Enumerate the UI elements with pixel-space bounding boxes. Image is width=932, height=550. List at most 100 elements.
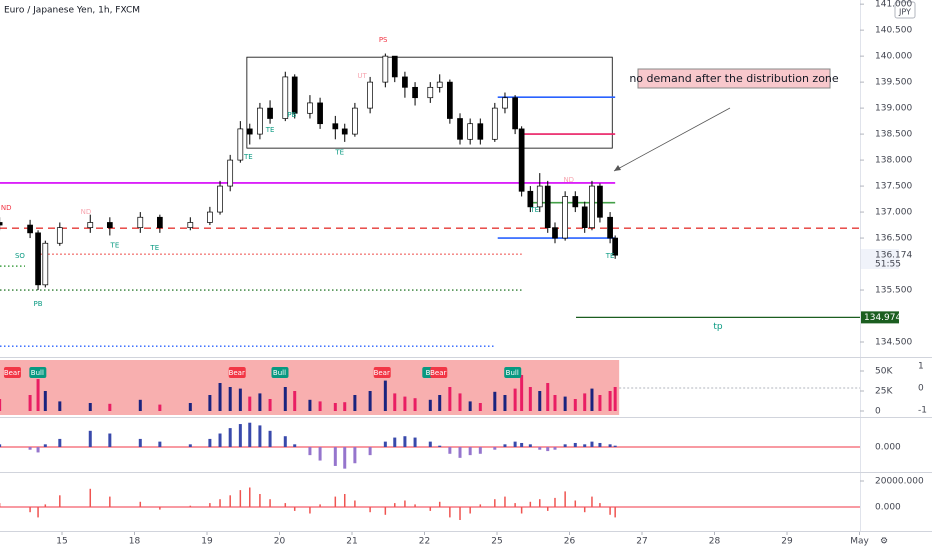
- candle-body: [391, 55, 398, 78]
- candle-body: [341, 128, 348, 135]
- osc-bar: [574, 500, 577, 507]
- osc-bar: [43, 444, 47, 448]
- osc-bar: [229, 495, 231, 508]
- osc-bar: [188, 444, 192, 448]
- osc-bar: [520, 442, 524, 448]
- candle-body: [27, 224, 33, 234]
- osc-bar: [318, 447, 322, 461]
- volume-bar: [598, 395, 602, 411]
- candle-body: [237, 128, 244, 161]
- volume-bar: [503, 395, 507, 411]
- osc-bar: [546, 507, 549, 511]
- signal-label: TE: [265, 126, 275, 134]
- volume-tick-label: 0: [875, 407, 881, 417]
- volume-bar: [468, 401, 472, 411]
- osc-bar: [591, 496, 593, 508]
- signal-label: UT: [357, 72, 367, 80]
- arrow-head: [614, 165, 621, 171]
- candle-body: [552, 227, 558, 239]
- osc-bar: [539, 499, 541, 508]
- volume-bar: [528, 387, 532, 411]
- signal-label: TE: [334, 148, 344, 156]
- candle-body: [217, 185, 223, 213]
- candle-body: [257, 107, 263, 135]
- candle-body: [42, 242, 49, 286]
- axis-icon[interactable]: ⚙: [880, 537, 888, 547]
- annotation-arrow: [613, 107, 731, 172]
- osc-bar: [29, 507, 31, 513]
- x-tick-label: 22: [419, 537, 430, 547]
- candle-body: [307, 102, 313, 114]
- chart-title: Euro / Japanese Yen, 1h, FXCM: [4, 6, 140, 16]
- x-tick-label: 28: [709, 537, 721, 547]
- regime-label: Bear: [430, 369, 446, 377]
- osc-bar: [108, 433, 112, 448]
- regime-label: Bull: [31, 369, 44, 377]
- volume-bar: [546, 383, 550, 411]
- osc-bar: [504, 496, 506, 508]
- osc-bar: [609, 507, 611, 515]
- candle-body: [589, 185, 595, 229]
- volume-bar: [573, 399, 577, 411]
- regime-tag: [373, 367, 391, 378]
- candle-body: [436, 81, 443, 88]
- volume-bar: [238, 388, 242, 411]
- osc-bar: [403, 436, 407, 448]
- regime-label: Bear: [374, 369, 390, 377]
- signal-label: PB: [34, 300, 43, 308]
- y-tick-label: 140.000: [875, 52, 912, 62]
- regime-tag: [271, 367, 289, 378]
- volume-bar: [613, 387, 617, 411]
- osc-bar: [343, 493, 346, 508]
- volume-bar: [258, 393, 262, 411]
- target-tag: [861, 311, 899, 324]
- signal-label: TE: [243, 153, 253, 161]
- osc-bar: [493, 447, 497, 450]
- volume-bar: [293, 391, 297, 411]
- osc-bar: [259, 493, 261, 508]
- osc-bar: [613, 445, 617, 448]
- candle-body: [0, 222, 3, 226]
- volume-bar: [283, 387, 287, 411]
- osc-bar: [414, 504, 416, 508]
- x-tick-label: 26: [564, 537, 576, 547]
- x-tick-label: 19: [201, 537, 213, 547]
- volume-bar: [318, 401, 322, 411]
- volume-bar: [248, 396, 252, 411]
- y-tick-label: 134.500: [875, 338, 912, 348]
- osc-tick-label: 20000.000: [875, 476, 924, 486]
- candle-body: [367, 81, 373, 109]
- regime-tag: [430, 367, 448, 378]
- candle-body: [544, 185, 551, 229]
- osc-bar: [333, 447, 337, 466]
- osc-bar: [343, 447, 347, 469]
- y-tick-label: 141.000: [875, 0, 912, 10]
- last-price-label: 136.174: [875, 250, 912, 260]
- osc-bar: [583, 444, 587, 448]
- volume-bar: [513, 388, 517, 411]
- candle-body: [56, 227, 63, 244]
- osc-bar: [368, 447, 372, 456]
- volume-y2-tick-label: 0: [918, 383, 924, 393]
- osc-bar: [308, 447, 312, 456]
- candle-body: [412, 86, 418, 99]
- volume-bar: [563, 396, 567, 411]
- osc-bar: [598, 442, 602, 448]
- volume-tick-label: 50K: [875, 367, 893, 377]
- osc-bar: [248, 422, 252, 448]
- candle-body: [467, 123, 474, 140]
- y-tick-label: 138.500: [875, 130, 912, 140]
- volume-bar: [43, 391, 47, 411]
- osc-bar: [159, 507, 161, 510]
- osc-bar: [109, 496, 111, 508]
- regime-tag: [3, 367, 21, 378]
- osc-bar: [563, 444, 567, 448]
- candle-body: [317, 102, 323, 125]
- osc-bar: [58, 438, 62, 448]
- osc-bar: [189, 505, 192, 508]
- regime-tag: [504, 367, 522, 378]
- osc-bar: [138, 438, 142, 448]
- osc-bar: [319, 504, 321, 508]
- candle-body: [512, 97, 518, 130]
